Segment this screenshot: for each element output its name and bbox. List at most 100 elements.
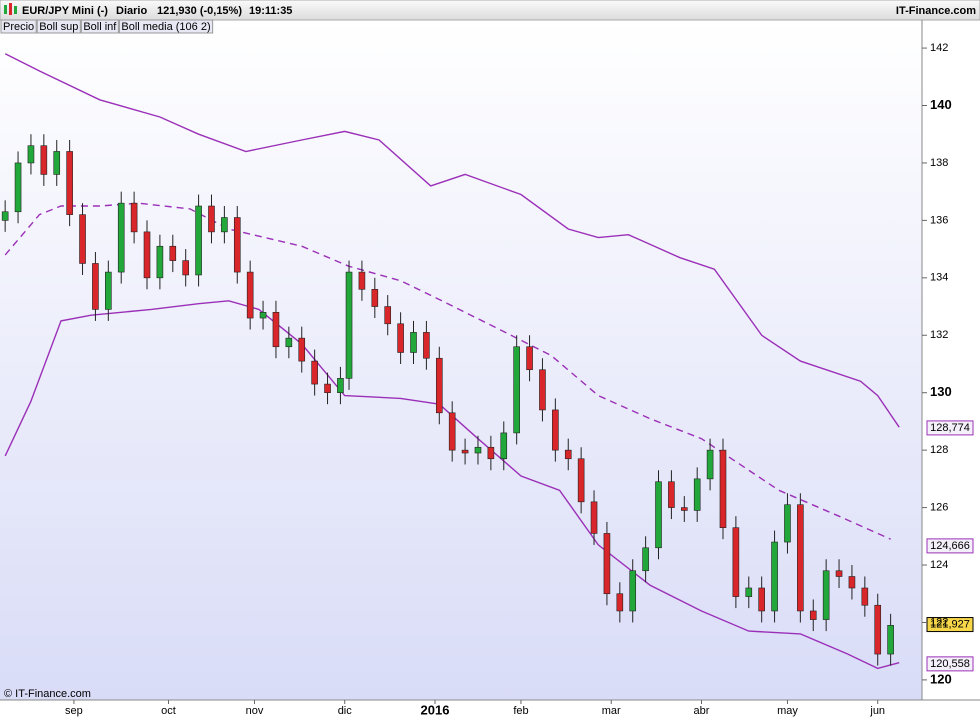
candle-body bbox=[423, 332, 430, 359]
candle-body bbox=[208, 205, 215, 233]
marks: 128,774 120,558 124,666 121,927 bbox=[1, 53, 974, 672]
legend-box bbox=[0, 19, 37, 34]
quote: 121,930 (-0,15%) bbox=[157, 5, 242, 17]
candle-body bbox=[719, 449, 727, 528]
price-tag-label: 121,927 bbox=[930, 618, 970, 630]
header-bar bbox=[0, 0, 980, 21]
x-tick-label: nov bbox=[246, 705, 264, 717]
y-tick-label: 130 bbox=[930, 384, 952, 399]
candle-body bbox=[285, 337, 293, 348]
candle-body bbox=[681, 507, 688, 511]
legend-box bbox=[118, 19, 214, 34]
candle-body bbox=[117, 202, 125, 273]
x-tick-label: abr bbox=[694, 705, 710, 717]
candle-body bbox=[500, 432, 508, 460]
candle-body bbox=[655, 481, 662, 549]
candle-body bbox=[246, 271, 254, 319]
candle-body bbox=[337, 378, 344, 394]
footer: © IT-Finance.com bbox=[4, 688, 91, 700]
candle-body bbox=[169, 245, 177, 261]
time: 19:11:35 bbox=[249, 5, 292, 17]
x-tick-label: mar bbox=[602, 705, 621, 717]
x-tick-label: may bbox=[777, 705, 798, 717]
y-tick-label: 138 bbox=[930, 157, 948, 169]
candle-body bbox=[130, 202, 138, 233]
y-tick-label: 120 bbox=[930, 671, 952, 686]
y-tick-label: 126 bbox=[930, 501, 948, 513]
candle-body bbox=[577, 458, 585, 503]
candle-body bbox=[448, 412, 456, 451]
candle-body bbox=[745, 587, 753, 597]
candle-body bbox=[552, 409, 559, 451]
chart-icon bbox=[4, 3, 17, 15]
y-tick-label: 128 bbox=[930, 444, 948, 456]
candle-body bbox=[474, 446, 482, 454]
legend-box bbox=[80, 19, 119, 34]
candle-body bbox=[603, 533, 611, 595]
candle-body bbox=[182, 260, 189, 276]
period: Diario bbox=[116, 5, 147, 17]
band-line bbox=[4, 53, 900, 428]
candle-body bbox=[616, 593, 624, 612]
candle-body bbox=[14, 162, 22, 213]
legend-label: Boll inf bbox=[83, 21, 117, 33]
x-tick-label: jun bbox=[869, 705, 885, 717]
price-tag bbox=[926, 420, 974, 436]
y-tick-label: 122 bbox=[930, 616, 948, 628]
candle-body bbox=[27, 145, 35, 164]
price-tag-label: 128,774 bbox=[930, 422, 970, 434]
candle-body bbox=[539, 369, 546, 411]
legend: Precio Boll sup Boll inf Boll media (106 2) bbox=[0, 19, 214, 34]
candle-body bbox=[487, 446, 495, 460]
candle-body bbox=[311, 360, 318, 385]
price-tag bbox=[926, 617, 974, 633]
candle-body bbox=[526, 346, 533, 371]
candle-body bbox=[384, 306, 392, 325]
candle-body bbox=[784, 504, 791, 543]
candle-body bbox=[195, 205, 202, 276]
candle-body bbox=[233, 217, 241, 273]
candle-body bbox=[642, 547, 649, 572]
candle-body bbox=[371, 289, 379, 307]
candle-body bbox=[848, 576, 856, 589]
y-tick-label: 142 bbox=[930, 42, 948, 54]
candle-body bbox=[668, 481, 675, 508]
x-tick-label: 2016 bbox=[421, 702, 450, 717]
candle-body bbox=[156, 245, 164, 279]
price-tag-label: 124,666 bbox=[930, 540, 970, 552]
candle-body bbox=[797, 504, 804, 612]
legend-box bbox=[36, 19, 81, 34]
instrument: EUR/JPY Mini (-) bbox=[22, 5, 108, 17]
candle-body bbox=[732, 527, 740, 597]
candle-body bbox=[1, 211, 9, 221]
candle-body bbox=[259, 311, 267, 319]
band-line bbox=[4, 202, 891, 540]
candle-body bbox=[513, 346, 520, 434]
candle-body bbox=[693, 478, 701, 511]
candle-body bbox=[410, 332, 417, 353]
candle-body bbox=[298, 337, 306, 362]
candle-body bbox=[92, 263, 99, 310]
price-tag bbox=[926, 656, 974, 672]
brand: IT-Finance.com bbox=[896, 5, 976, 17]
candle-body bbox=[66, 151, 73, 215]
x-tick-label: oct bbox=[161, 705, 176, 717]
candle-body bbox=[79, 214, 86, 264]
candle-body bbox=[758, 587, 765, 612]
candle-body bbox=[861, 587, 869, 606]
candle-body bbox=[53, 151, 61, 175]
price-tag-label: 120,558 bbox=[930, 658, 970, 670]
candle-body bbox=[629, 570, 637, 612]
candle-body bbox=[771, 541, 778, 612]
y-tick-label: 124 bbox=[930, 559, 948, 571]
candle-body bbox=[272, 311, 280, 348]
y-tick-label: 134 bbox=[930, 272, 948, 284]
candle-body bbox=[706, 449, 714, 480]
plot-area bbox=[0, 20, 922, 700]
candle-body bbox=[835, 570, 843, 577]
candle-body bbox=[105, 271, 112, 310]
candle-body bbox=[590, 501, 598, 534]
y-tick-label: 136 bbox=[930, 214, 948, 226]
candle-body bbox=[461, 449, 469, 454]
